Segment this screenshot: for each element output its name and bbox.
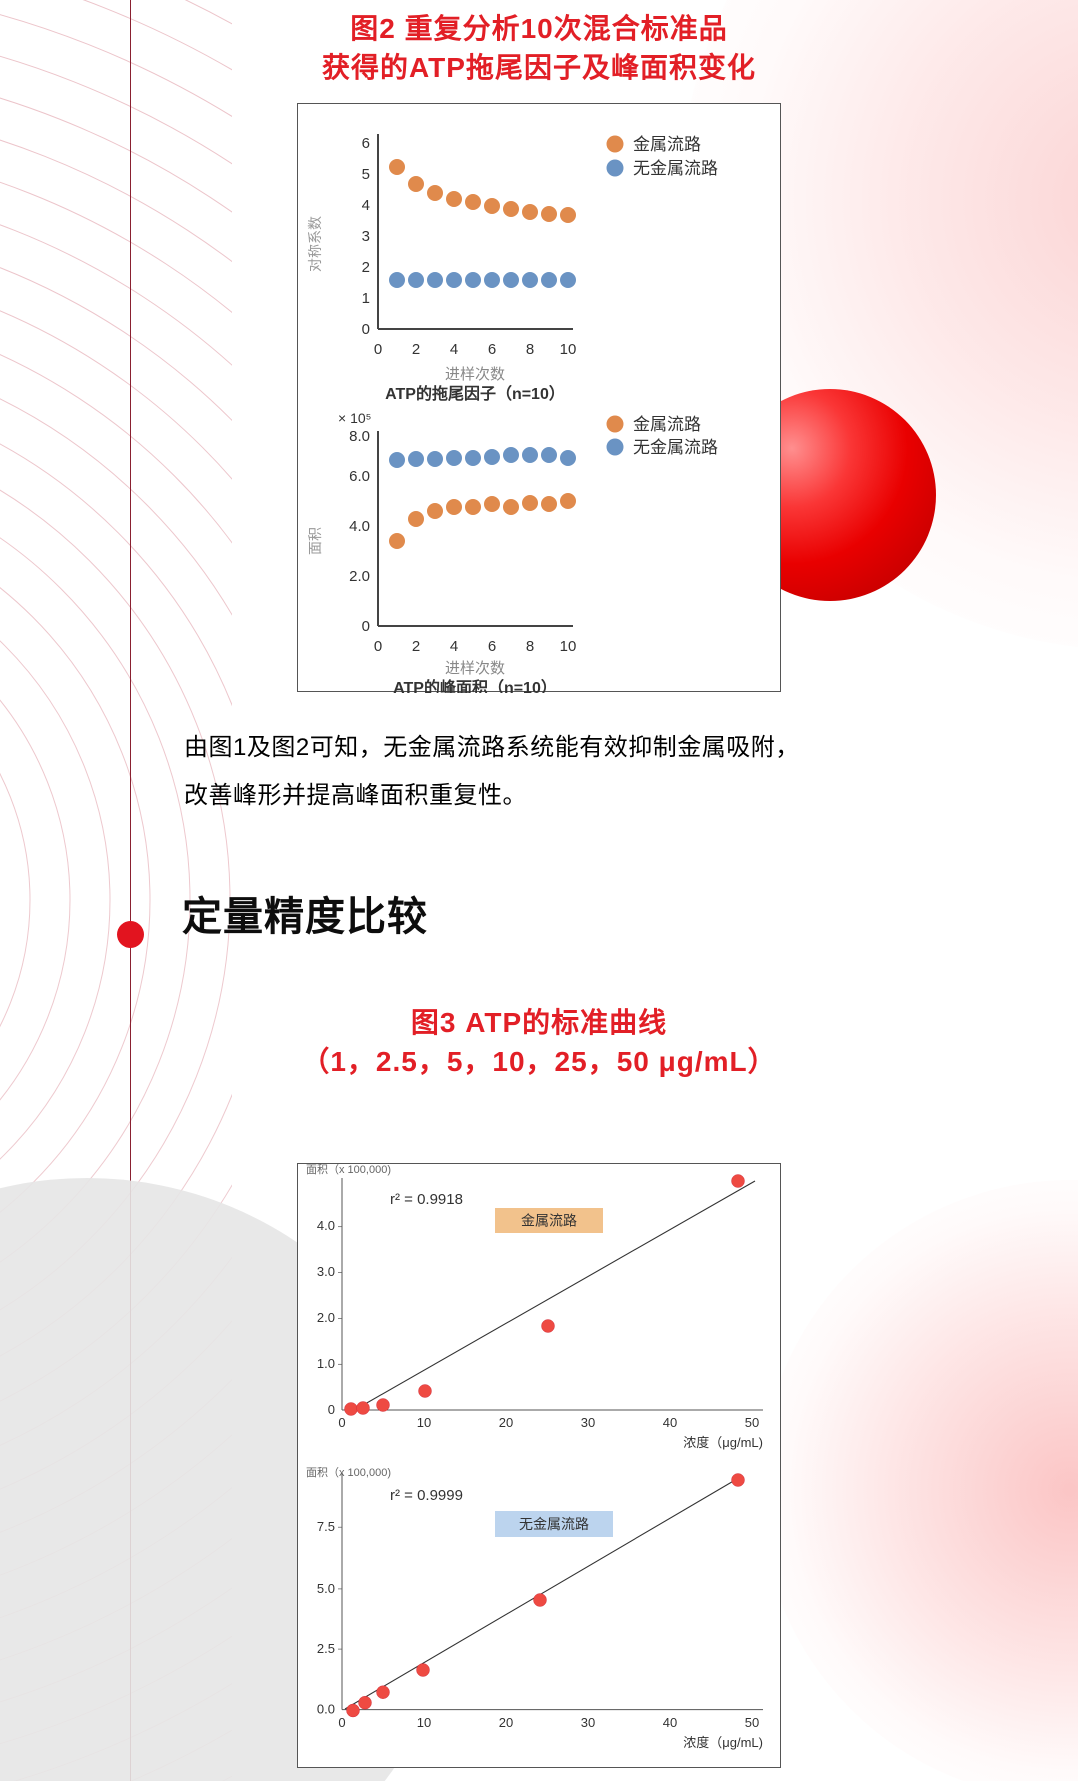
svg-text:8: 8 [526,638,534,655]
svg-text:30: 30 [581,1715,595,1730]
svg-text:金属流路: 金属流路 [633,415,701,434]
svg-text:金属流路: 金属流路 [521,1213,577,1229]
svg-text:40: 40 [663,1715,677,1730]
svg-text:10: 10 [560,341,577,358]
svg-text:6: 6 [362,135,370,152]
svg-text:50: 50 [745,1715,759,1730]
svg-text:40: 40 [663,1415,677,1430]
svg-text:2.5: 2.5 [317,1641,335,1656]
svg-text:无金属流路: 无金属流路 [519,1516,589,1532]
svg-text:7.5: 7.5 [317,1519,335,1534]
svg-text:8: 8 [526,341,534,358]
svg-text:4.0: 4.0 [317,1218,335,1233]
svg-text:6: 6 [488,638,496,655]
svg-text:3: 3 [362,228,370,245]
svg-text:0: 0 [328,1402,335,1417]
svg-text:0.0: 0.0 [317,1702,335,1717]
svg-text:1: 1 [362,290,370,307]
svg-text:4: 4 [450,638,458,655]
svg-text:无金属流路: 无金属流路 [633,438,718,457]
svg-text:面积（x 100,000): 面积（x 100,000) [306,1164,391,1176]
svg-text:r² = 0.9918: r² = 0.9918 [390,1191,463,1208]
svg-text:金属流路: 金属流路 [633,135,701,154]
svg-text:2: 2 [412,638,420,655]
svg-text:30: 30 [581,1415,595,1430]
svg-text:5.0: 5.0 [317,1581,335,1596]
svg-text:ATP的拖尾因子（n=10）: ATP的拖尾因子（n=10） [385,384,565,401]
svg-text:10: 10 [417,1415,431,1430]
svg-text:20: 20 [499,1415,513,1430]
svg-text:0: 0 [362,618,370,635]
svg-text:0: 0 [338,1715,345,1730]
svg-text:进样次数: 进样次数 [445,660,505,677]
svg-text:2: 2 [412,341,420,358]
svg-text:进样次数: 进样次数 [445,366,505,383]
svg-text:10: 10 [417,1715,431,1730]
svg-text:面积（x 100,000): 面积（x 100,000) [306,1467,391,1479]
svg-text:0: 0 [374,341,382,358]
svg-text:2.0: 2.0 [317,1310,335,1325]
svg-text:2.0: 2.0 [349,568,370,585]
svg-text:× 10⁵: × 10⁵ [338,410,371,426]
svg-text:10: 10 [560,638,577,655]
svg-text:浓度（μg/mL): 浓度（μg/mL) [683,1435,763,1450]
svg-text:ATP的峰面积（n=10）: ATP的峰面积（n=10） [393,678,557,693]
svg-text:对称系数: 对称系数 [307,216,323,272]
svg-text:面积: 面积 [307,527,323,555]
svg-text:浓度（μg/mL): 浓度（μg/mL) [683,1735,763,1750]
svg-text:0: 0 [362,321,370,338]
svg-text:4: 4 [450,341,458,358]
svg-text:5: 5 [362,166,370,183]
svg-text:1.0: 1.0 [317,1356,335,1371]
svg-text:2: 2 [362,259,370,276]
svg-text:无金属流路: 无金属流路 [633,159,718,178]
svg-text:20: 20 [499,1715,513,1730]
svg-text:6.0: 6.0 [349,468,370,485]
svg-text:8.0: 8.0 [349,428,370,445]
svg-text:3.0: 3.0 [317,1264,335,1279]
svg-text:4.0: 4.0 [349,518,370,535]
svg-text:6: 6 [488,341,496,358]
svg-text:50: 50 [745,1415,759,1430]
svg-text:0: 0 [374,638,382,655]
svg-text:0: 0 [338,1415,345,1430]
svg-text:4: 4 [362,197,370,214]
svg-text:r² = 0.9999: r² = 0.9999 [390,1487,463,1504]
